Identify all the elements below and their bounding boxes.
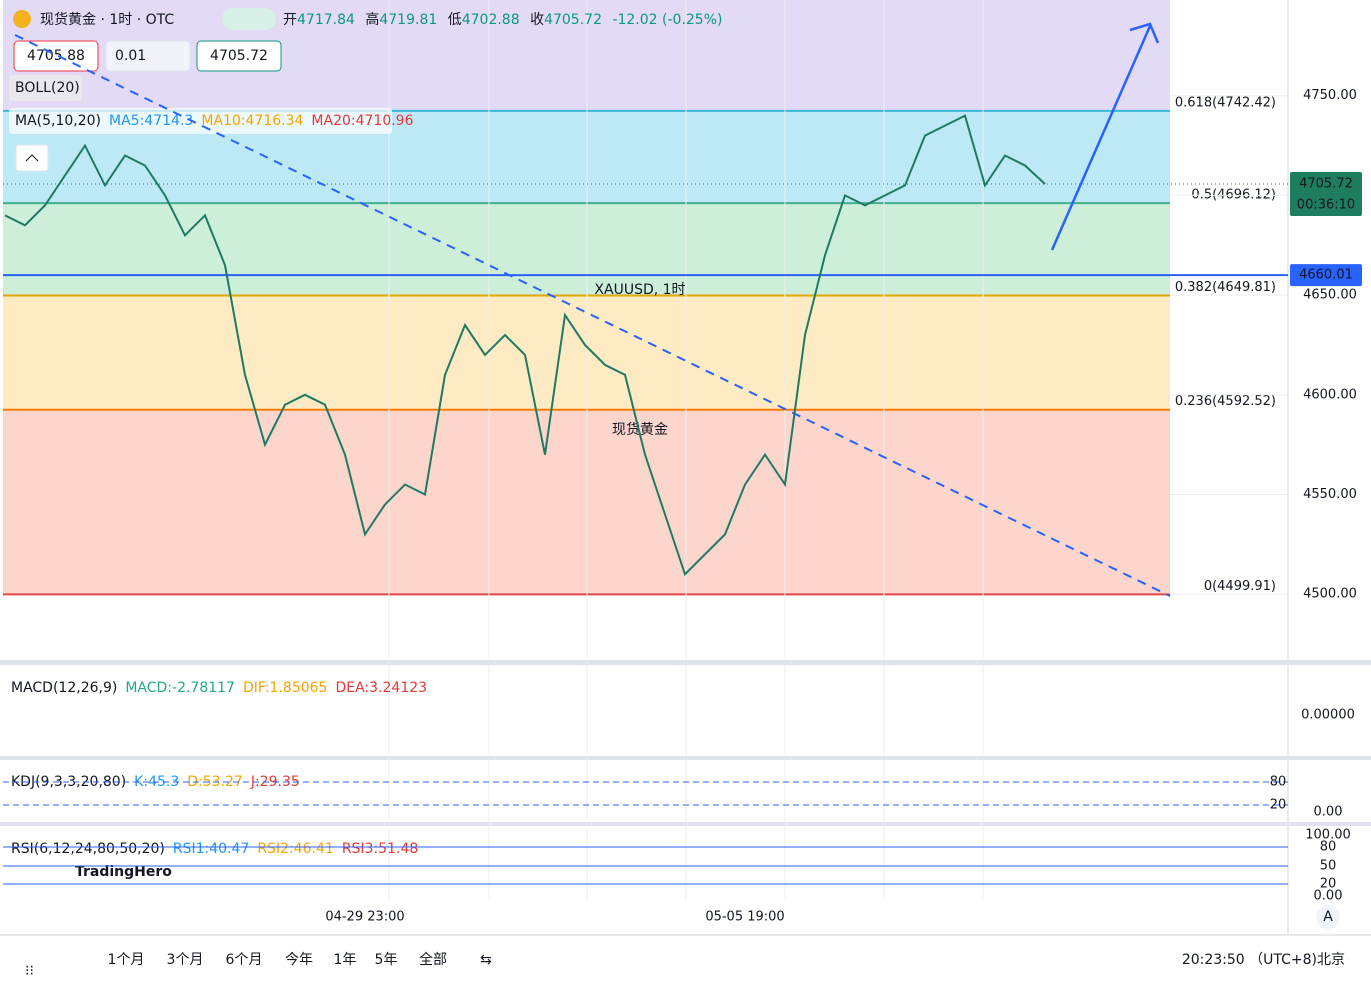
panel-value: MACD:-2.78117 bbox=[125, 680, 235, 696]
clock: 20:23:50 （UTC+8)北京 bbox=[1182, 952, 1345, 968]
boll-label: BOLL(20) bbox=[15, 80, 80, 96]
range-button[interactable]: 5年 bbox=[375, 952, 398, 968]
sell-button[interactable] bbox=[13, 40, 99, 72]
range-button[interactable]: 今年 bbox=[285, 952, 313, 968]
watermark: XAUUSD, 1时 bbox=[594, 282, 685, 298]
ma-box[interactable] bbox=[9, 108, 392, 134]
menu-icon[interactable]: ⁝⁝ bbox=[25, 963, 34, 979]
symbol[interactable]: 现货黄金 · 1时 · OTC bbox=[40, 11, 174, 28]
y-tick-label: 4500.00 bbox=[1303, 587, 1357, 602]
panel-tick: 100.00 bbox=[1305, 828, 1351, 843]
y-tick-label: 4550.00 bbox=[1303, 487, 1357, 502]
y-tick-label: 4750.00 bbox=[1303, 88, 1357, 103]
ma-legend: MA(5,10,20) MA5:4714.3 MA10:4716.34 MA20:47… bbox=[15, 113, 414, 129]
panel-title: RSI(6,12,24,80,50,20) bbox=[11, 841, 165, 857]
fib-label: 0.382(4649.81) bbox=[1175, 280, 1276, 295]
auto-button[interactable] bbox=[1316, 905, 1340, 929]
price-tag bbox=[1290, 172, 1362, 217]
boll-box[interactable] bbox=[9, 75, 82, 101]
buy-price: 4705.72 bbox=[210, 48, 268, 64]
sell-price: 4705.88 bbox=[27, 48, 85, 64]
trend-line bbox=[14, 34, 1171, 597]
panel-title: MACD(12,26,9) bbox=[11, 680, 117, 696]
ohlc: 开4717.84 高4719.81 低4702.88 收4705.72 -12.… bbox=[283, 11, 722, 28]
auto-label: A bbox=[1323, 909, 1333, 925]
panel-tick: 0.00 bbox=[1314, 805, 1343, 820]
fib-label: 0.236(4592.52) bbox=[1175, 394, 1276, 409]
x-tick-label: 05-05 19:00 bbox=[705, 910, 784, 925]
level-tag-label: 4660.01 bbox=[1299, 268, 1353, 283]
panel-tick: 0.00 bbox=[1314, 889, 1343, 904]
collapse-icon bbox=[25, 154, 39, 162]
qty: 0.01 bbox=[115, 48, 146, 64]
symbol-icon bbox=[13, 10, 31, 28]
panel-tick: 80 bbox=[1320, 840, 1337, 855]
panel-legend: RSI(6,12,24,80,50,20) RSI1:40.47 RSI2:46.4… bbox=[11, 841, 418, 857]
price-tag-label: 4705.72 bbox=[1299, 177, 1353, 192]
panel-tick: 50 bbox=[1320, 859, 1337, 874]
y-tick-label: 4650.00 bbox=[1303, 288, 1357, 303]
timer: 00:36:10 bbox=[1297, 198, 1355, 213]
panel-value: DIF:1.85065 bbox=[243, 680, 328, 696]
range-button[interactable]: 6个月 bbox=[226, 952, 263, 968]
qty-input[interactable] bbox=[105, 40, 191, 72]
panel-tick: 0.00000 bbox=[1301, 708, 1355, 723]
watermark: 现货黄金 bbox=[612, 421, 668, 438]
separator bbox=[0, 822, 1371, 826]
panel-value: DEA:3.24123 bbox=[335, 680, 427, 696]
panel-tick: 20 bbox=[1270, 798, 1287, 813]
y-tick-label: 4600.00 bbox=[1303, 387, 1357, 402]
range-button[interactable]: 1个月 bbox=[108, 952, 145, 968]
range-button[interactable]: 1年 bbox=[334, 952, 357, 968]
v-grid bbox=[388, 0, 984, 900]
brand-watermark: TradingHero bbox=[75, 864, 172, 880]
buy-button[interactable] bbox=[196, 40, 282, 72]
collapse-button[interactable] bbox=[15, 144, 49, 172]
fib-label: 0(4499.91) bbox=[1204, 579, 1276, 594]
separator bbox=[0, 756, 1371, 760]
price-line bbox=[4, 114, 1046, 577]
panel-value: RSI3:51.48 bbox=[342, 841, 418, 857]
panel-tick: 80 bbox=[1270, 775, 1287, 790]
panel-tick: 20 bbox=[1320, 877, 1337, 892]
level-tag bbox=[1290, 264, 1362, 287]
panel-value: RSI2:46.41 bbox=[257, 841, 333, 857]
panel-legend: MACD(12,26,9) MACD:-2.78117 DIF:1.85065 DEA… bbox=[11, 680, 427, 696]
x-tick-label: 04-29 23:00 bbox=[325, 910, 404, 925]
toggle[interactable] bbox=[222, 8, 276, 30]
fib-label: 0.618(4742.42) bbox=[1175, 95, 1276, 110]
separator bbox=[0, 660, 1371, 665]
arrow bbox=[1050, 22, 1160, 251]
compare-icon[interactable]: ⇆ bbox=[480, 952, 492, 968]
panel-value: RSI1:40.47 bbox=[173, 841, 249, 857]
range-button[interactable]: 3个月 bbox=[167, 952, 204, 968]
range-button[interactable]: 全部 bbox=[419, 951, 447, 968]
